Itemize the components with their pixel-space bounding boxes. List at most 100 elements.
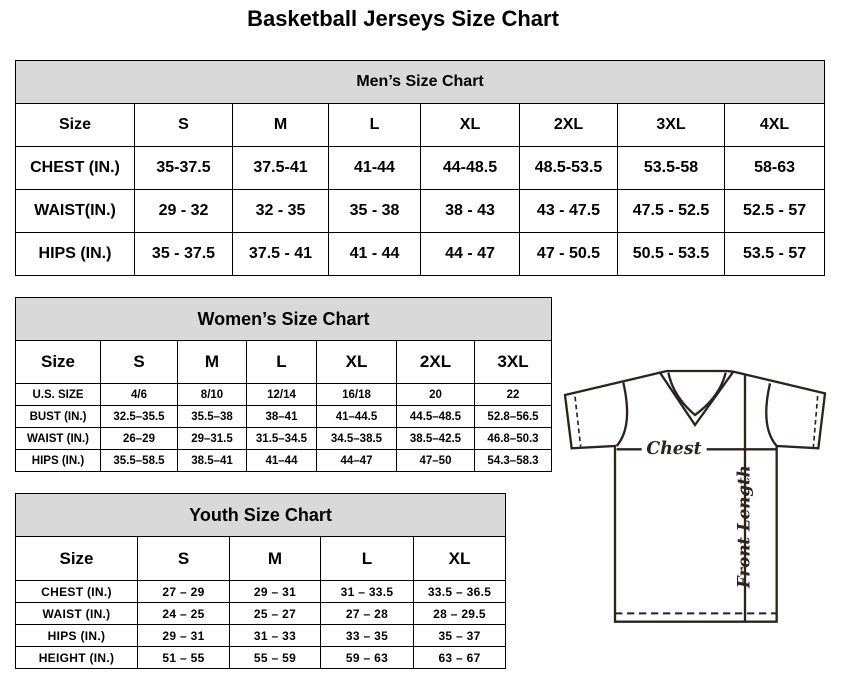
table-cell: 32 - 35 (232, 189, 329, 233)
table-cell: 34.5–38.5 (316, 427, 397, 450)
table-cell: 2XL (519, 103, 618, 147)
table-cell: 58-63 (723, 146, 826, 190)
table-cell: 28 – 29.5 (412, 602, 507, 625)
mens-size-table: Men’s Size Chart Size S M L XL 2XL 3XL 4XL CHEST… (14, 60, 826, 276)
table-cell: 38–41 (246, 405, 317, 428)
table-row: WAIST (IN.) 26–29 29–31.5 31.5–34.5 34.5–38.… (15, 427, 553, 450)
table-cell: S (100, 340, 178, 384)
collar-outer (659, 370, 735, 428)
table-cell: 38.5–42.5 (396, 427, 475, 450)
table-cell: 50.5 - 53.5 (617, 232, 725, 276)
table-cell: 53.5-58 (617, 146, 725, 190)
header-row: Size S M L XL 2XL 3XL (15, 340, 553, 384)
front-length-label: Front Length (733, 465, 753, 589)
left-sleeve-hem (574, 396, 582, 447)
table-row: HIPS (IN.) 35 - 37.5 37.5 - 41 41 - 44 44 - … (15, 232, 826, 276)
table-cell: 27 – 29 (137, 580, 230, 603)
table-row: WAIST(IN.) 29 - 32 32 - 35 35 - 38 38 - 43 43… (15, 189, 826, 233)
table-cell: 46.8–50.3 (473, 427, 553, 450)
table-cell: 52.5 - 57 (723, 189, 826, 233)
table-cell: 52.8–56.5 (473, 405, 553, 428)
table-cell: 27 – 28 (320, 602, 414, 625)
table-cell: 33.5 – 36.5 (412, 580, 507, 603)
row-label: CHEST (IN.) (15, 580, 138, 603)
table-cell: 16/18 (316, 383, 397, 406)
table-cell: 32.5–35.5 (100, 405, 178, 428)
table-cell: 25 – 27 (229, 602, 321, 625)
table-cell: 35.5–58.5 (100, 449, 178, 472)
table-cell: 35 – 37 (412, 624, 507, 647)
table-cell: 47 - 50.5 (519, 232, 618, 276)
collar-inner (667, 372, 727, 417)
table-cell: 48.5-53.5 (519, 146, 618, 190)
table-row: U.S. SIZE 4/6 8/10 12/14 16/18 20 22 (15, 383, 553, 406)
table-cell: 37.5 - 41 (232, 232, 329, 276)
womens-size-table: Women’s Size Chart Size S M L XL 2XL 3XL U.S. S… (14, 297, 553, 472)
table-cell: 29 - 32 (134, 189, 233, 233)
table-cell: 63 – 67 (412, 646, 507, 669)
table-cell: 22 (473, 383, 553, 406)
table-row: BUST (IN.) 32.5–35.5 35.5–38 38–41 41–44.5 44… (15, 405, 553, 428)
table-cell: 37.5-41 (232, 146, 329, 190)
table-cell: 4/6 (100, 383, 178, 406)
row-label: Size (15, 340, 101, 384)
table-cell: 4XL (723, 103, 826, 147)
table-cell: 29 – 31 (137, 624, 230, 647)
table-cell: 12/14 (246, 383, 317, 406)
table-cell: 41–44 (246, 449, 317, 472)
header-row: Size S M L XL (15, 536, 507, 581)
table-cell: S (134, 103, 233, 147)
table-cell: 41-44 (328, 146, 421, 190)
table-cell: 53.5 - 57 (723, 232, 826, 276)
table-cell: L (320, 536, 414, 581)
table-cell: 29 – 31 (229, 580, 321, 603)
table-cell: 8/10 (177, 383, 247, 406)
table-cell: 55 – 59 (229, 646, 321, 669)
table-cell: 31.5–34.5 (246, 427, 317, 450)
table-cell: 35-37.5 (134, 146, 233, 190)
mens-table-title: Men’s Size Chart (14, 60, 826, 104)
table-cell: L (246, 340, 317, 384)
table-cell: 26–29 (100, 427, 178, 450)
table-cell: M (177, 340, 247, 384)
chest-label: Chest (646, 439, 701, 459)
table-cell: 33 – 35 (320, 624, 414, 647)
table-cell: S (137, 536, 230, 581)
table-cell: 44–47 (316, 449, 397, 472)
page-title: Basketball Jerseys Size Chart (247, 6, 559, 31)
table-cell: XL (412, 536, 507, 581)
table-row: CHEST (IN.) 27 – 29 29 – 31 31 – 33.5 33.5 –… (15, 580, 507, 603)
table-cell: 29–31.5 (177, 427, 247, 450)
table-cell: 31 – 33.5 (320, 580, 414, 603)
table-cell: 44-48.5 (420, 146, 520, 190)
row-label: CHEST (IN.) (15, 146, 135, 190)
row-label: U.S. SIZE (15, 383, 101, 406)
table-cell: 38 - 43 (420, 189, 520, 233)
row-label: WAIST (IN.) (15, 602, 138, 625)
table-row: HIPS (IN.) 29 – 31 31 – 33 33 – 35 35 – 37 (15, 624, 507, 647)
table-cell: 41 - 44 (328, 232, 421, 276)
table-cell: 59 – 63 (320, 646, 414, 669)
table-cell: 47–50 (396, 449, 475, 472)
row-label: HEIGHT (IN.) (15, 646, 138, 669)
table-row: HIPS (IN.) 35.5–58.5 38.5–41 41–44 44–47 47–5… (15, 449, 553, 472)
table-cell: 47.5 - 52.5 (617, 189, 725, 233)
table-cell: 3XL (473, 340, 553, 384)
table-cell: 44.5–48.5 (396, 405, 475, 428)
table-cell: 35 - 38 (328, 189, 421, 233)
table-cell: L (328, 103, 421, 147)
row-label: WAIST (IN.) (15, 427, 101, 450)
right-sleeve-hem (812, 395, 819, 448)
shirt-outline (563, 369, 827, 623)
womens-table-title: Women’s Size Chart (14, 297, 553, 341)
table-cell: 35.5–38 (177, 405, 247, 428)
table-cell: 31 – 33 (229, 624, 321, 647)
table-cell: 35 - 37.5 (134, 232, 233, 276)
table-cell: 51 – 55 (137, 646, 230, 669)
jersey-diagram: Chest Front Length (563, 369, 827, 623)
table-cell: 38.5–41 (177, 449, 247, 472)
table-row: HEIGHT (IN.) 51 – 55 55 – 59 59 – 63 63 – 67 (15, 646, 507, 669)
table-cell: 3XL (617, 103, 725, 147)
table-cell: XL (420, 103, 520, 147)
row-label: HIPS (IN.) (15, 449, 101, 472)
